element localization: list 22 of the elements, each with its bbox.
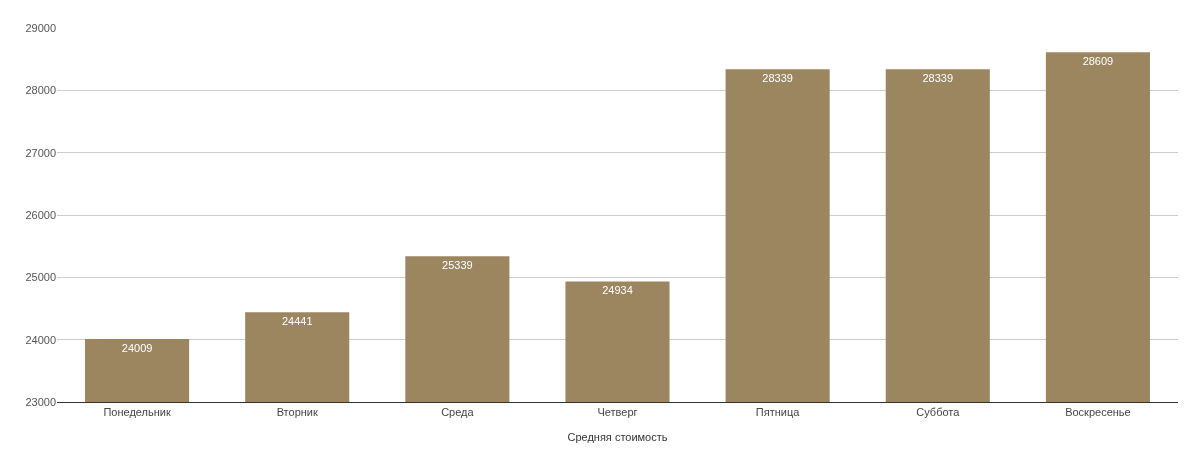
x-tick-label: Воскресенье [1065, 406, 1131, 419]
x-tick-label: Понедельник [103, 406, 171, 419]
x-tick-label: Среда [441, 406, 475, 419]
data-label: 28339 [922, 72, 954, 85]
data-label: 24441 [281, 315, 313, 328]
x-tick-label: Пятница [755, 406, 801, 419]
data-label: 24934 [602, 284, 633, 297]
data-label: 28339 [762, 72, 793, 85]
x-tick-label: Четверг [597, 406, 638, 419]
y-tick-label: 25000 [25, 271, 56, 284]
y-tick-label: 29000 [25, 21, 56, 34]
x-tick-label: Суббота [916, 406, 961, 419]
data-label: 28609 [1082, 55, 1114, 68]
data-label: 24009 [121, 342, 153, 355]
y-tick-label: 28000 [25, 84, 56, 97]
data-label: 25339 [442, 259, 473, 272]
y-tick-label: 23000 [25, 395, 56, 408]
y-tick-label: 27000 [25, 146, 56, 159]
y-tick-label: 24000 [25, 333, 56, 346]
y-tick-label: 26000 [25, 208, 56, 221]
x-tick-label: Вторник [276, 406, 318, 419]
x-axis-title: Средняя стоимость [567, 431, 668, 444]
